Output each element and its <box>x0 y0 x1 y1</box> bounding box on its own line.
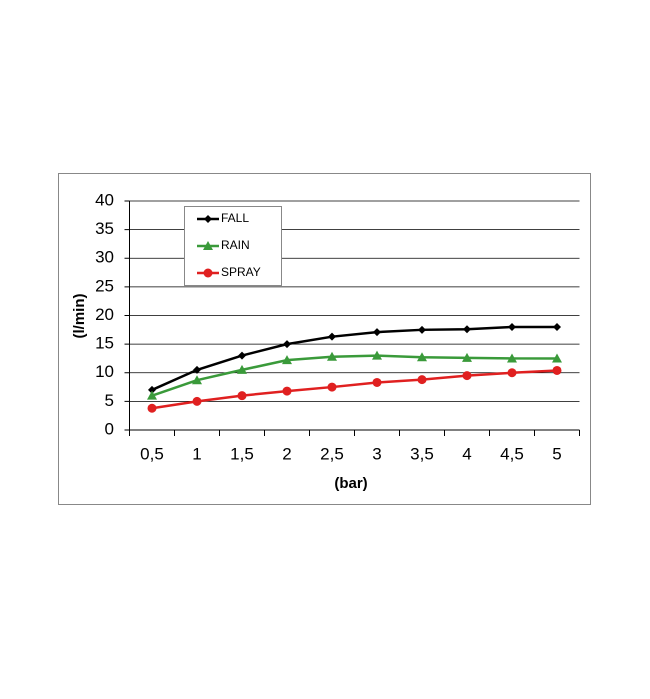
legend-marker <box>204 215 212 223</box>
x-tick-label: 2,5 <box>320 444 344 463</box>
legend-label: SPRAY <box>221 265 261 279</box>
y-tick-label: 10 <box>95 362 114 381</box>
x-tick-label: 0,5 <box>140 444 164 463</box>
marker <box>463 325 471 334</box>
marker <box>462 371 472 381</box>
y-tick-label: 5 <box>105 391 114 410</box>
marker <box>417 375 427 385</box>
marker <box>328 332 336 341</box>
marker <box>238 351 246 360</box>
marker <box>417 352 427 362</box>
marker <box>193 365 201 374</box>
x-tick-label: 3,5 <box>410 444 434 463</box>
legend-label: RAIN <box>221 238 250 252</box>
series-line <box>151 369 558 410</box>
marker <box>552 365 562 375</box>
legend-marker <box>203 268 213 278</box>
y-tick-label: 40 <box>95 190 114 209</box>
y-tick-label: 25 <box>95 276 114 295</box>
marker <box>283 340 291 349</box>
marker <box>373 328 381 337</box>
marker <box>327 351 337 361</box>
x-tick-label: 5 <box>552 444 561 463</box>
marker <box>507 353 517 363</box>
marker <box>147 390 157 400</box>
series-line <box>151 354 557 397</box>
series-line <box>151 325 557 392</box>
marker <box>508 322 516 331</box>
y-tick-label: 15 <box>95 334 114 353</box>
marker <box>553 322 561 331</box>
x-tick-label: 1,5 <box>230 444 254 463</box>
marker <box>192 375 202 385</box>
marker <box>552 353 562 363</box>
marker <box>192 396 202 406</box>
marker <box>327 382 337 392</box>
y-tick-label: 20 <box>95 305 114 324</box>
marker <box>237 391 247 401</box>
marker <box>462 352 472 362</box>
y-tick-label: 30 <box>95 248 114 267</box>
marker <box>418 325 426 334</box>
x-tick-label: 4,5 <box>500 444 524 463</box>
legend: FALL RAIN SPRAY <box>184 206 282 286</box>
legend-marker <box>203 241 213 250</box>
marker <box>282 386 292 396</box>
x-tick-label: 4 <box>462 444 471 463</box>
marker <box>372 377 382 387</box>
y-axis-label: (l/min) <box>71 294 88 339</box>
legend-label: FALL <box>221 211 249 225</box>
marker <box>507 368 517 378</box>
marker <box>372 350 382 360</box>
marker <box>147 403 157 413</box>
x-tick-label: 3 <box>372 444 381 463</box>
marker <box>237 364 247 374</box>
x-tick-label: 2 <box>282 444 291 463</box>
x-axis-label: (bar) <box>334 475 367 492</box>
y-tick-label: 0 <box>105 419 114 438</box>
x-tick-label: 1 <box>192 444 201 463</box>
marker <box>282 355 292 365</box>
y-tick-label: 35 <box>95 219 114 238</box>
marker <box>148 385 156 394</box>
